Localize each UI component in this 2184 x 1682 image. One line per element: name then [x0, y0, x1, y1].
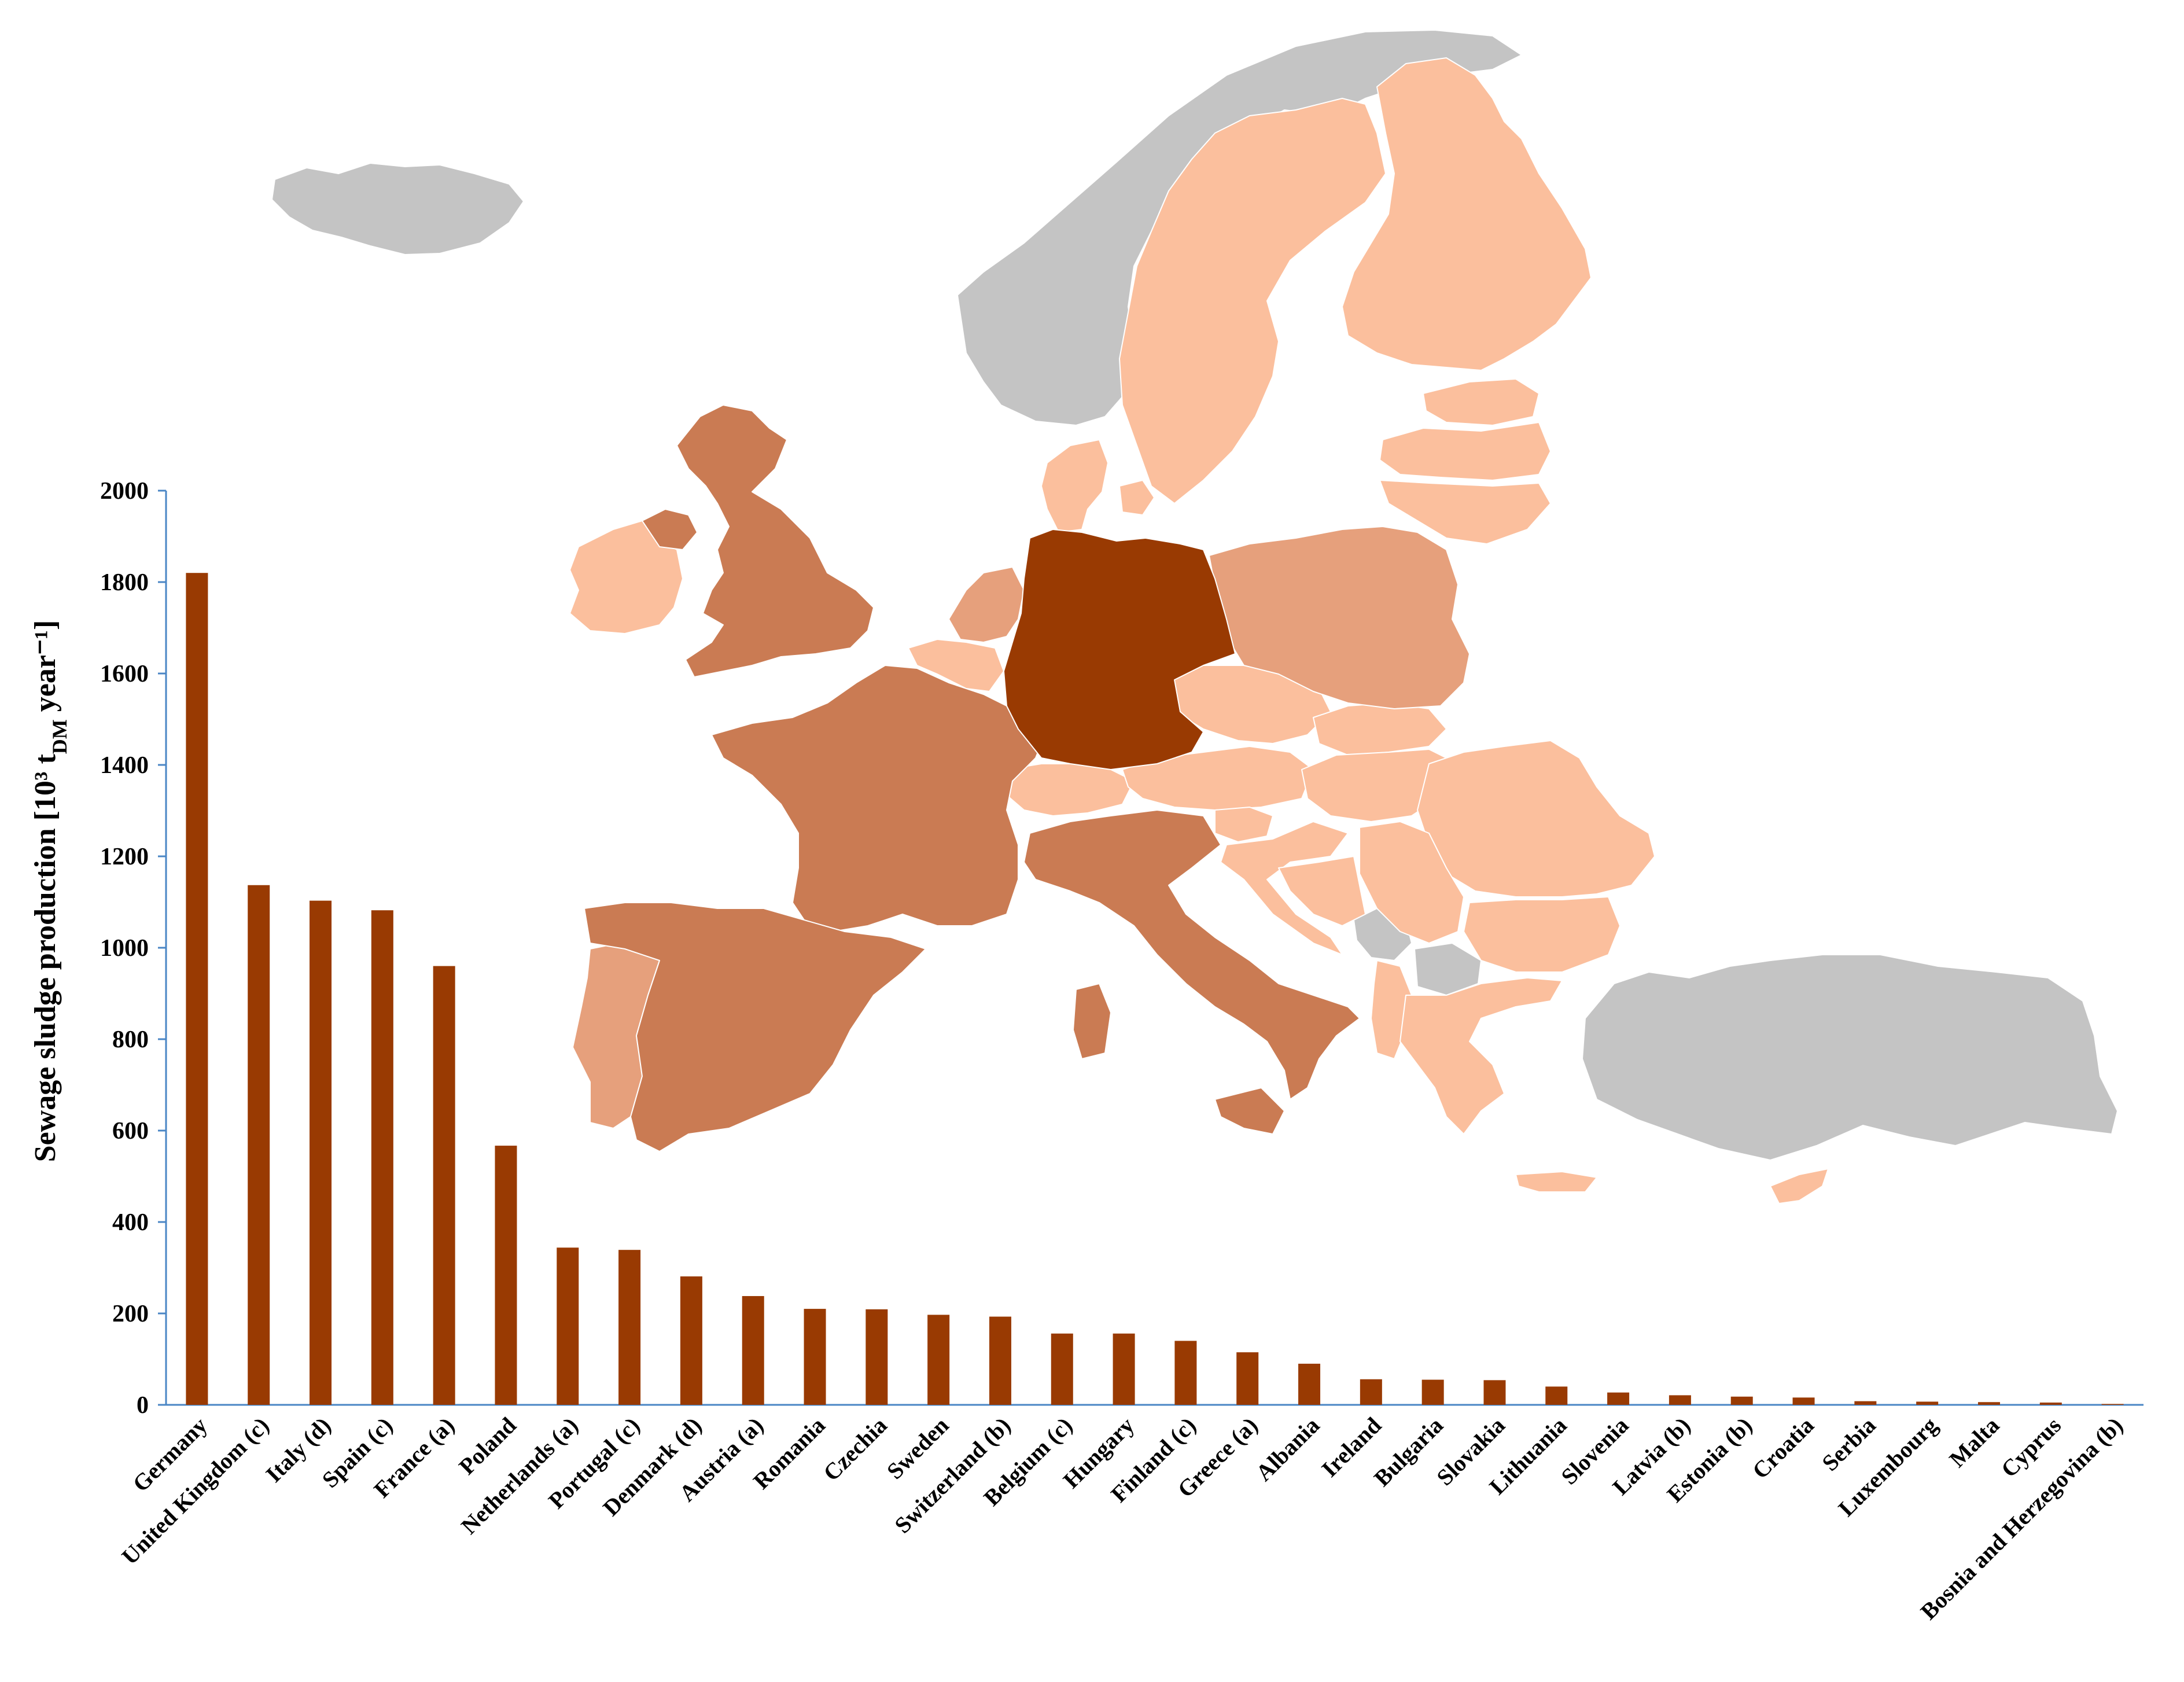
- bar-albania: [1298, 1363, 1321, 1405]
- map-region-italy: [1023, 809, 1360, 1135]
- bar-lithuania: [1545, 1386, 1568, 1405]
- y-tick-label: 200: [112, 1301, 149, 1327]
- map-region-northern-ireland: [642, 509, 698, 550]
- map-region-iceland: [271, 163, 524, 255]
- map-region-poland: [1209, 526, 1470, 709]
- y-tick-label: 800: [112, 1026, 149, 1053]
- bar-ireland: [1360, 1379, 1382, 1405]
- bar-denmark-d: [680, 1276, 702, 1405]
- bar-slovenia: [1607, 1392, 1630, 1405]
- bar-greece-a: [1236, 1352, 1259, 1405]
- map-region-belgium: [908, 639, 1004, 692]
- bar-hungary: [1113, 1333, 1135, 1405]
- map-region-slovenia: [1214, 807, 1273, 842]
- map-region-netherlands: [948, 566, 1025, 643]
- map-region-spain: [584, 902, 926, 1152]
- x-tick-label: Albania: [1251, 1412, 1325, 1486]
- y-tick-label: 600: [112, 1118, 149, 1144]
- map-region-romania: [1417, 740, 1655, 897]
- bar-switzerland-b: [989, 1316, 1011, 1405]
- map-region-north-macedonia: [1414, 943, 1482, 996]
- bar-italy-d: [310, 900, 332, 1405]
- map-region-latvia: [1379, 422, 1551, 481]
- map-region-france: [711, 665, 1048, 932]
- bar-spain-c: [371, 910, 393, 1405]
- map-region-denmark: [1041, 439, 1155, 533]
- map-region-cyprus: [1770, 1168, 1829, 1204]
- bar-latvia-b: [1669, 1395, 1691, 1405]
- bar-france-a: [433, 966, 455, 1405]
- x-tick-label: Croatia: [1747, 1412, 1819, 1484]
- map-region-bosnia: [1278, 856, 1366, 926]
- y-tick-label: 400: [112, 1209, 149, 1236]
- y-tick-label: 1200: [100, 844, 149, 870]
- map-region-slovakia: [1313, 702, 1447, 756]
- map-region-greece: [1399, 977, 1597, 1193]
- y-tick-label: 1600: [100, 661, 149, 687]
- bars-group: [186, 573, 2124, 1405]
- x-tick-label: Malta: [1944, 1412, 2004, 1473]
- map-region-united-kingdom: [676, 404, 874, 678]
- map-region-bulgaria: [1463, 896, 1620, 973]
- map-region-turkey: [1582, 954, 2118, 1161]
- x-tick-label: Czechia: [818, 1412, 892, 1486]
- x-tick-label: Bulgaria: [1369, 1412, 1448, 1492]
- map-region-sweden: [1119, 98, 1386, 504]
- bar-cyprus: [2039, 1403, 2062, 1405]
- map-region-finland: [1342, 57, 1592, 371]
- bar-czechia: [866, 1309, 888, 1405]
- bar-belgium-c: [1051, 1333, 1073, 1405]
- bar-netherlands-a: [557, 1247, 579, 1405]
- map-region-serbia: [1359, 821, 1464, 944]
- map-region-germany: [1003, 529, 1236, 770]
- y-tick-label: 1400: [100, 752, 149, 779]
- map-region-lithuania: [1379, 480, 1551, 544]
- bar-austria-a: [742, 1295, 764, 1405]
- y-tick-label: 1800: [100, 569, 149, 596]
- y-tick-label: 0: [137, 1392, 149, 1419]
- bar-serbia: [1854, 1401, 1877, 1405]
- bar-united-kingdom-c: [248, 885, 270, 1405]
- y-tick-label: 1000: [100, 935, 149, 962]
- map-region-austria: [1122, 746, 1314, 811]
- bar-croatia: [1792, 1397, 1815, 1405]
- bar-portugal-c: [618, 1250, 641, 1405]
- bar-luxembourg: [1916, 1401, 1939, 1405]
- y-axis-title: Sewage sludge production [10³ tDM year⁻¹…: [29, 620, 71, 1162]
- bar-germany: [186, 573, 208, 1405]
- bar-finland-c: [1174, 1341, 1197, 1405]
- bar-sweden: [927, 1315, 950, 1405]
- bar-estonia-b: [1730, 1396, 1753, 1405]
- bar-bosnia-and-herzegovina-b: [2101, 1404, 2124, 1405]
- europe-map: [271, 30, 2118, 1204]
- map-region-estonia: [1423, 378, 1540, 426]
- y-tick-label: 2000: [100, 478, 149, 505]
- bar-slovakia: [1483, 1380, 1506, 1405]
- map-region-switzerland: [1003, 763, 1135, 816]
- map-region-croatia: [1220, 821, 1349, 955]
- bar-bulgaria: [1421, 1379, 1444, 1405]
- bar-poland: [495, 1146, 517, 1405]
- bar-romania: [804, 1309, 826, 1405]
- bar-malta: [1977, 1402, 2000, 1405]
